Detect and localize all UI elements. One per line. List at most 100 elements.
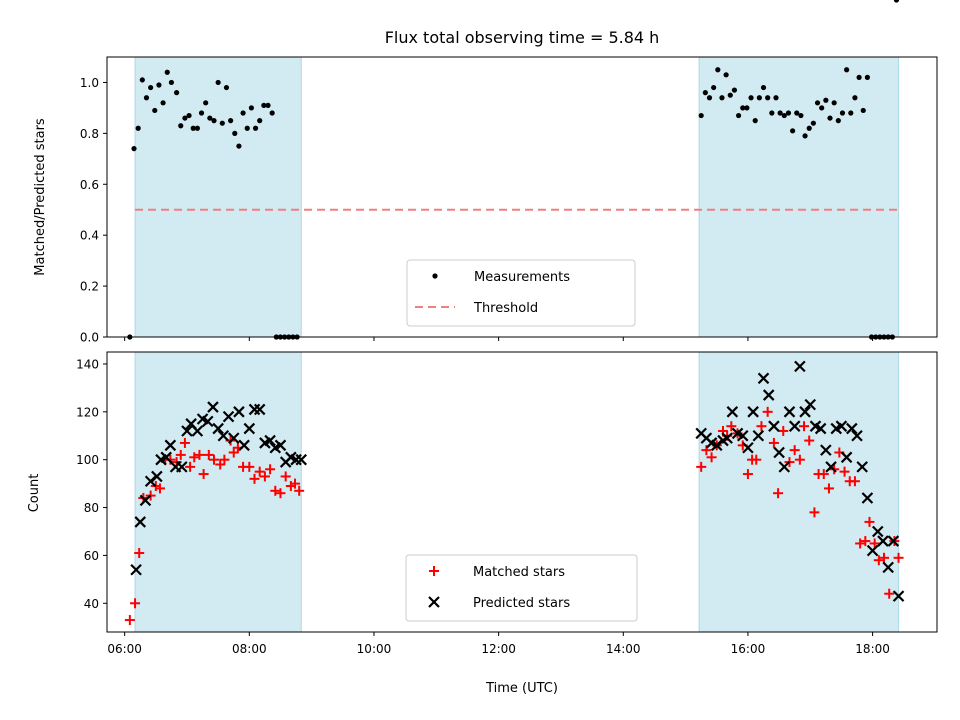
data-point: [748, 95, 754, 101]
data-point: [240, 110, 246, 116]
y-tick-label: 1.0: [80, 76, 99, 90]
data-point: [203, 100, 209, 106]
data-point: [804, 398, 817, 411]
data-point: [295, 453, 308, 466]
data-point: [835, 420, 848, 432]
data-point: [215, 79, 221, 86]
data-point: [785, 110, 792, 116]
data-point: [269, 110, 275, 116]
data-point: [742, 441, 754, 454]
data-point: [752, 118, 758, 124]
data-point: [788, 420, 801, 432]
y-axis-label-ratio: Matched/Predicted stars: [33, 118, 48, 276]
data-point: [274, 439, 287, 452]
data-point: [866, 544, 879, 557]
legend-label: Matched stars: [473, 565, 565, 580]
data-point: [893, 552, 904, 563]
data-point: [814, 100, 821, 106]
data-point: [194, 125, 200, 131]
data-point: [134, 516, 147, 528]
data-point: [168, 79, 175, 86]
legend-label: Threshold: [473, 301, 538, 316]
data-point: [839, 110, 846, 116]
data-point: [130, 598, 141, 609]
data-point: [715, 67, 721, 73]
data-point: [840, 451, 853, 464]
data-point: [194, 449, 205, 460]
data-point: [244, 461, 255, 472]
data-point: [860, 536, 871, 547]
y-tick-label: 40: [84, 597, 99, 611]
data-point: [726, 421, 737, 432]
data-point: [879, 552, 890, 563]
data-point: [139, 494, 152, 507]
data-point: [819, 105, 825, 111]
data-point: [249, 473, 260, 484]
data-point: [175, 449, 186, 460]
data-point: [820, 444, 832, 456]
data-point: [773, 95, 779, 101]
data-point: [270, 485, 281, 496]
data-point: [884, 588, 895, 599]
data-point: [130, 563, 142, 576]
data-point: [873, 555, 884, 566]
data-point: [186, 112, 192, 119]
data-point: [781, 112, 787, 119]
data-point: [228, 118, 234, 124]
y-tick-label: 0.0: [80, 331, 99, 345]
data-point: [742, 469, 753, 480]
data-point: [154, 483, 165, 494]
data-point: [164, 439, 177, 452]
data-point: [189, 452, 200, 463]
data-point: [861, 492, 874, 504]
data-point: [823, 97, 829, 103]
panel-counts: 40 60 80 100 120 140 06:00 08:00 10:00 12:00 14:00…: [76, 351, 938, 656]
data-point: [740, 105, 746, 111]
data-point: [856, 461, 868, 473]
data-point: [735, 112, 742, 119]
data-point: [887, 535, 900, 547]
x-tick-label: 16:00: [731, 642, 766, 656]
legend-label: Predicted stars: [473, 596, 570, 611]
data-point: [217, 429, 230, 442]
data-point: [839, 466, 850, 477]
legend: Matched stars Predicted stars: [405, 554, 638, 622]
data-point: [723, 72, 729, 78]
data-point: [756, 95, 762, 101]
data-point: [768, 437, 779, 448]
data-point: [794, 360, 806, 373]
data-point: [877, 535, 889, 547]
data-point: [802, 133, 808, 139]
data-point: [243, 422, 256, 435]
x-tick-label: 12:00: [481, 642, 516, 656]
data-point: [248, 105, 254, 111]
data-point: [238, 439, 250, 452]
legend-swatch: [429, 566, 439, 576]
data-point: [148, 84, 154, 91]
y-tick-label: 0.4: [80, 229, 99, 243]
data-point: [827, 115, 833, 121]
data-point: [173, 90, 180, 96]
observing-window: [134, 56, 302, 338]
data-point: [698, 112, 704, 119]
data-point: [831, 100, 837, 106]
data-point: [198, 469, 209, 480]
data-point: [893, 0, 900, 3]
data-point: [706, 95, 713, 101]
data-point: [252, 125, 259, 131]
data-point: [790, 128, 796, 134]
data-point: [164, 69, 170, 75]
data-point: [139, 77, 145, 83]
data-point: [124, 615, 135, 626]
data-point: [773, 488, 784, 499]
data-point: [789, 445, 800, 456]
data-point: [747, 406, 759, 418]
legend-label: Measurements: [474, 270, 570, 285]
y-tick-label: 140: [76, 357, 99, 371]
data-point: [257, 118, 263, 124]
data-point: [851, 429, 863, 442]
data-point: [799, 421, 810, 432]
data-point: [227, 432, 240, 444]
axes-frame: [106, 351, 938, 633]
data-point: [207, 401, 219, 413]
